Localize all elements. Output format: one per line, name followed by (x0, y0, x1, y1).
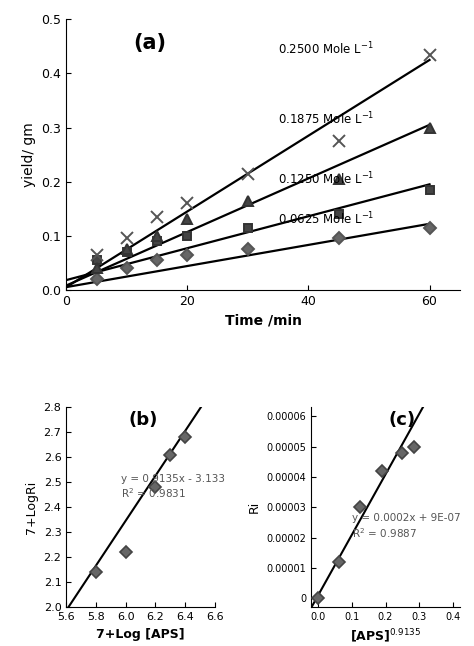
Text: y = 0.0002x + 9E-07
R$^{2}$ = 0.9887: y = 0.0002x + 9E-07 R$^{2}$ = 0.9887 (352, 514, 460, 539)
X-axis label: Time /min: Time /min (225, 313, 301, 328)
Text: 0.0625 Mole L$^{-1}$: 0.0625 Mole L$^{-1}$ (278, 211, 374, 228)
Text: y = 0.9135x - 3.133
R$^{2}$ = 0.9831: y = 0.9135x - 3.133 R$^{2}$ = 0.9831 (121, 474, 225, 500)
X-axis label: [APS]$^{0.9135}$: [APS]$^{0.9135}$ (350, 628, 421, 645)
Text: 0.1250 Mole L$^{-1}$: 0.1250 Mole L$^{-1}$ (278, 171, 374, 188)
Text: (a): (a) (133, 33, 166, 53)
Y-axis label: yield/ gm: yield/ gm (22, 122, 36, 187)
X-axis label: 7+Log [APS]: 7+Log [APS] (96, 628, 185, 641)
Y-axis label: Ri: Ri (248, 501, 261, 514)
Text: 0.1875 Mole L$^{-1}$: 0.1875 Mole L$^{-1}$ (278, 111, 374, 128)
Text: 0.2500 Mole L$^{-1}$: 0.2500 Mole L$^{-1}$ (278, 41, 374, 57)
Y-axis label: 7+LogRi: 7+LogRi (25, 481, 38, 534)
Text: (b): (b) (129, 412, 158, 430)
Text: (c): (c) (389, 412, 416, 430)
